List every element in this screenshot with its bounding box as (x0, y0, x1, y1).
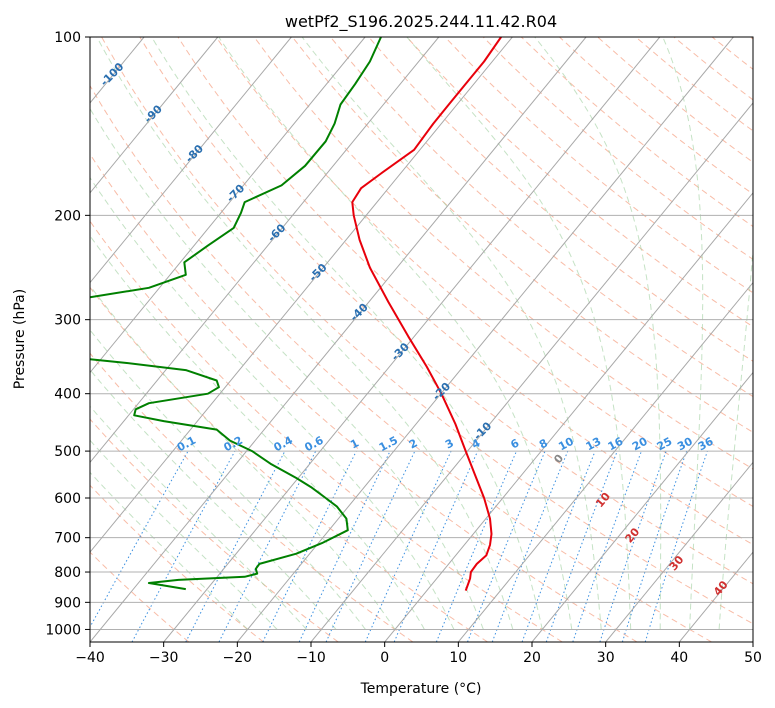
temperature-line (351, 37, 502, 591)
mixing-ratio-label: 16 (606, 435, 626, 454)
y-tick-label: 1000 (45, 622, 81, 638)
isotherm-line (457, 281, 753, 642)
dry-adiabat (253, 37, 753, 470)
dewpoint-line (90, 358, 349, 591)
moist-adiabat (151, 37, 543, 630)
y-tick-label: 400 (54, 387, 81, 403)
dry-adiabat (90, 286, 488, 642)
mixing-ratio-line (545, 450, 618, 642)
mixing-ratio-label: 20 (630, 435, 650, 454)
isotherm-line (90, 37, 513, 553)
y-tick-label: 600 (54, 491, 81, 507)
moist-adiabat (90, 285, 396, 630)
x-tick-label: 50 (744, 650, 762, 666)
plot-frame (89, 36, 754, 643)
y-tick-label: 800 (54, 565, 81, 581)
y-tick-label: 900 (54, 595, 81, 611)
y-tick-label: 300 (54, 313, 81, 329)
mixing-ratio-line (364, 450, 452, 642)
isotherm-line (236, 37, 734, 642)
x-tick-label: 20 (523, 650, 541, 666)
dry-adiabat (330, 37, 753, 398)
isotherm-line (90, 37, 366, 374)
moist-adiabat (718, 244, 753, 630)
y-tick-label: 500 (54, 444, 81, 460)
mixing-ratio-line (599, 450, 667, 642)
moist-adiabat (534, 37, 662, 630)
mixing-ratio-lines (90, 450, 708, 642)
moist-adiabat (90, 329, 366, 630)
mixing-ratio-line (131, 450, 236, 642)
mixing-ratio-line (621, 450, 688, 642)
series-layer (90, 37, 502, 591)
x-tick-label: 0 (380, 650, 389, 666)
dry-adiabat (215, 37, 753, 507)
mixing-ratio-label: 13 (584, 435, 604, 454)
dry-adiabat (90, 484, 264, 642)
x-axis-label: Temperature (°C) (360, 681, 482, 697)
moist-adiabat (301, 37, 602, 630)
chart-title: wetPf2_S196.2025.244.11.42.R04 (285, 12, 557, 32)
moist-adiabats (90, 37, 753, 630)
moist-adiabat (90, 107, 484, 630)
mixing-ratio-line (644, 450, 708, 642)
mixing-ratio-line (393, 450, 479, 642)
y-axis: 100 200 300 400 500 600 700 800 900 1000 (45, 30, 90, 638)
x-tick-label: 30 (597, 650, 615, 666)
moist-adiabat (218, 37, 573, 630)
moist-adiabat (662, 37, 704, 630)
mixing-ratio-line (467, 450, 546, 642)
isotherm-line (605, 461, 753, 642)
mixing-ratio-label: 25 (655, 435, 675, 454)
isotherms (90, 37, 753, 642)
mixing-ratio-line (262, 450, 357, 642)
dry-adiabat (90, 84, 712, 642)
isotherm-line (163, 37, 661, 642)
mixing-ratio-label: 36 (696, 435, 716, 454)
mixing-ratio-line (491, 450, 569, 642)
y-tick-label: 200 (54, 208, 81, 224)
x-tick-label: −10 (296, 650, 326, 666)
isotherm-line (310, 102, 753, 642)
isotherm-line (90, 37, 219, 194)
moist-adiabat (406, 37, 632, 630)
moist-adiabat (96, 37, 514, 630)
x-tick-label: −20 (223, 650, 253, 666)
isotherm-line (90, 37, 292, 284)
mixing-ratio-line (435, 450, 517, 642)
dry-adiabat (90, 220, 563, 642)
x-tick-label: 10 (449, 650, 467, 666)
x-tick-label: 40 (670, 650, 688, 666)
isotherm-line (90, 37, 587, 642)
mixing-ratio-line (90, 450, 189, 629)
dry-adiabat (292, 37, 753, 433)
x-axis: −40 −30 −20 −10 0 10 20 30 40 50 (75, 642, 762, 666)
mixing-ratio-line (572, 450, 642, 642)
mixing-ratio-label: 30 (675, 435, 695, 454)
moist-adiabat (90, 234, 425, 630)
dry-adiabat (90, 153, 638, 642)
dry-adiabat (90, 551, 190, 642)
isotherm-line (531, 371, 753, 642)
mixing-ratio-line (218, 450, 317, 642)
moist-adiabat (90, 369, 337, 630)
mixing-ratio-label: 10 (556, 435, 576, 454)
dry-adiabat (90, 352, 414, 642)
x-tick-label: −30 (149, 650, 179, 666)
mixing-ratio-line (521, 450, 596, 642)
dry-adiabat (90, 418, 339, 642)
y-tick-label: 100 (54, 30, 81, 46)
y-tick-label: 700 (54, 531, 81, 547)
isotherm-line (384, 192, 753, 642)
pressure-gridlines (90, 37, 753, 630)
y-axis-label: Pressure (hPa) (12, 289, 28, 389)
isotherm-line (90, 37, 440, 464)
dewpoint-line-upper (90, 37, 382, 299)
moist-adiabat (90, 176, 455, 630)
x-tick-label: −40 (75, 650, 105, 666)
